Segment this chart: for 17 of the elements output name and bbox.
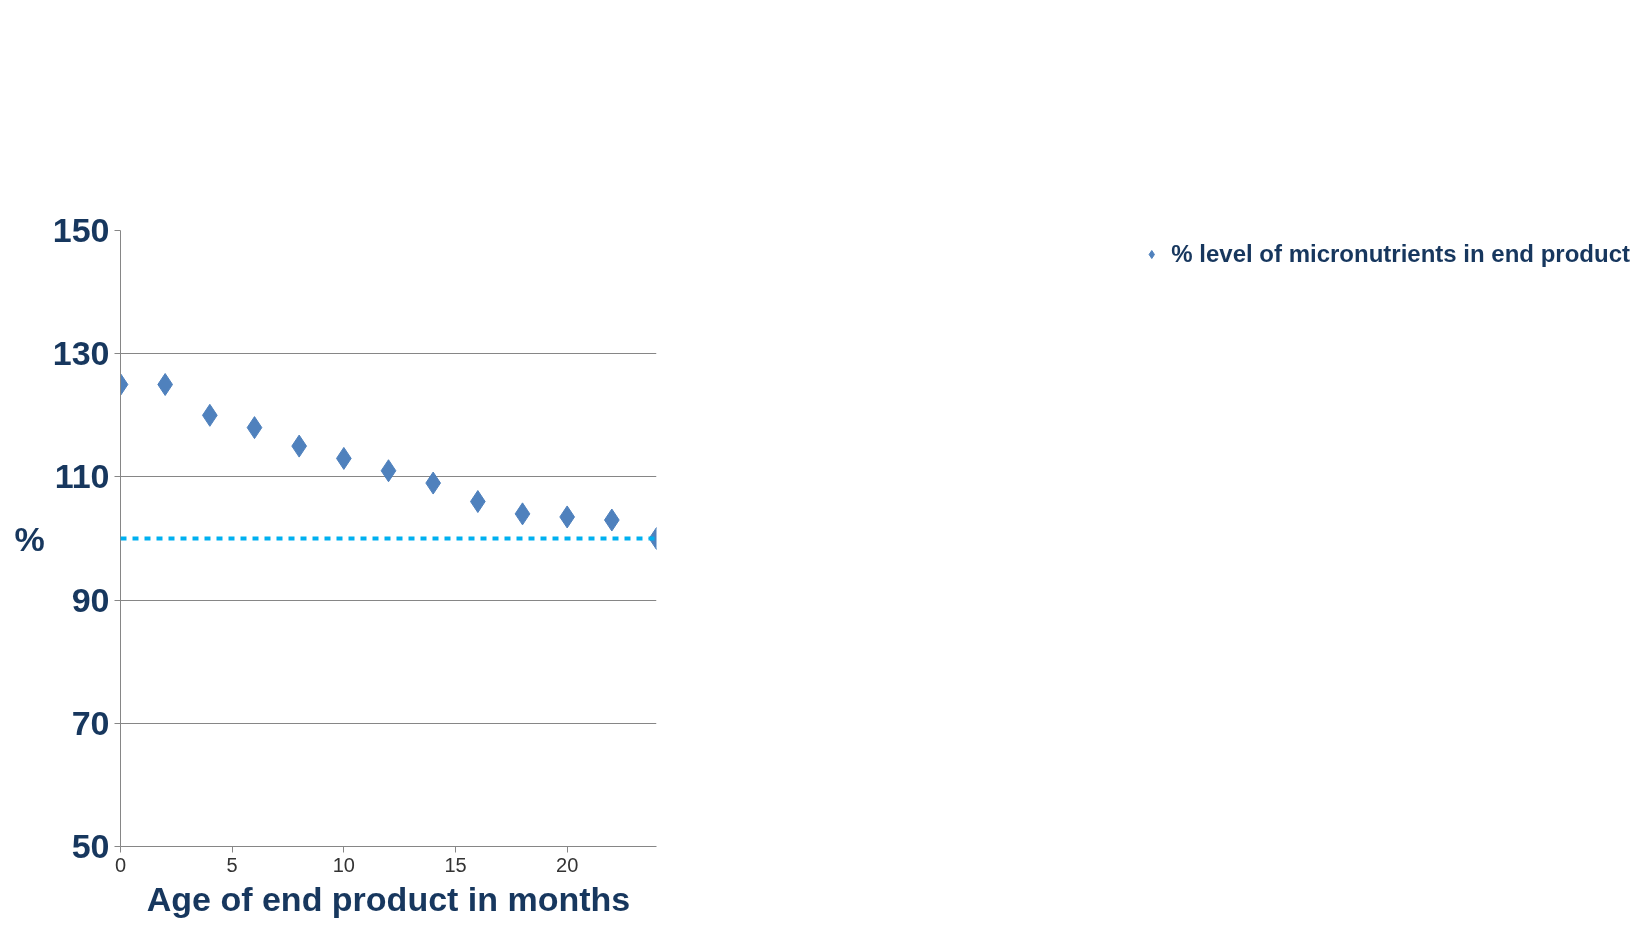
y-tick-label: 70	[71, 703, 110, 742]
y-tick-label: 150	[52, 211, 110, 249]
x-tick-label: 0	[114, 853, 127, 876]
legend-label: % level of micronutrients in end product	[1171, 240, 1630, 268]
point	[514, 502, 531, 526]
y-tick-label: 50	[71, 827, 110, 865]
x-tick-label: 10	[332, 853, 355, 876]
x-tick-label: 15	[444, 853, 467, 876]
point	[246, 416, 263, 440]
y-axis-title: %	[14, 519, 45, 558]
x-tick-label: 20	[556, 853, 579, 876]
x-axis-title: Age of end product in months	[146, 879, 631, 918]
y-tick-label: 90	[71, 580, 110, 619]
y-tick-label: 130	[52, 334, 110, 373]
x-tick-label: 5	[226, 853, 238, 876]
y-tick-label: 110	[54, 457, 110, 496]
point	[380, 459, 397, 483]
